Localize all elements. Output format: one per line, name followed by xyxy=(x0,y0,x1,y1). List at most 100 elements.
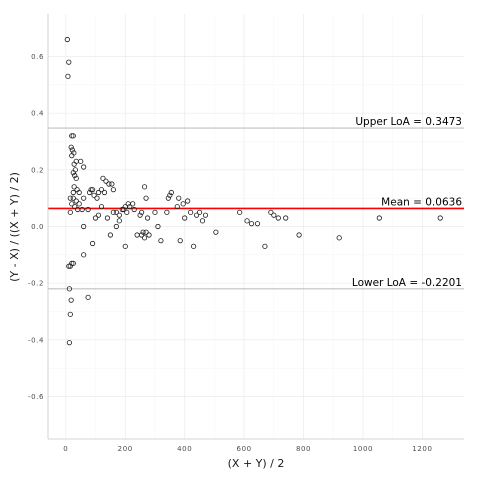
x-axis-ticks: 0 200 400 600 800 1000 1200 xyxy=(63,445,432,453)
data-point xyxy=(152,209,158,215)
x-tick-label: 200 xyxy=(118,445,133,453)
data-point xyxy=(75,206,81,213)
data-point xyxy=(109,181,115,187)
data-point xyxy=(141,184,148,190)
data-point xyxy=(137,212,143,218)
data-point xyxy=(81,223,87,230)
data-point xyxy=(188,209,194,215)
data-point xyxy=(131,206,137,213)
data-point xyxy=(65,73,71,79)
data-point xyxy=(68,144,74,150)
data-point xyxy=(88,187,94,193)
y-tick-label: 0.2 xyxy=(31,166,44,174)
data-point xyxy=(202,212,209,218)
data-point xyxy=(165,195,171,201)
data-point xyxy=(180,201,186,207)
data-point xyxy=(67,311,73,317)
data-point xyxy=(67,263,73,269)
data-point xyxy=(69,133,75,139)
data-point xyxy=(70,170,76,176)
data-point xyxy=(158,238,164,244)
data-point xyxy=(196,209,203,215)
data-point xyxy=(76,201,82,207)
data-point xyxy=(237,209,243,215)
data-point xyxy=(168,189,174,196)
y-tick-label: -0.6 xyxy=(28,393,44,401)
data-point xyxy=(254,221,261,227)
y-tick-label: -0.2 xyxy=(28,280,44,288)
data-point xyxy=(336,235,342,241)
data-point xyxy=(177,238,183,244)
data-point xyxy=(101,189,108,196)
data-point xyxy=(116,212,122,218)
data-point xyxy=(85,206,91,213)
data-point xyxy=(199,218,206,224)
data-point xyxy=(70,133,76,139)
data-points xyxy=(64,36,443,346)
data-point xyxy=(89,240,96,247)
data-point xyxy=(248,221,255,227)
data-point xyxy=(69,153,75,159)
data-point xyxy=(164,209,170,215)
data-point xyxy=(185,198,191,204)
reference-labels: Upper LoA = 0.3473 Mean = 0.0636 Lower LoA… xyxy=(352,116,462,289)
data-point xyxy=(81,195,87,201)
data-point xyxy=(66,59,72,65)
x-tick-label: 600 xyxy=(237,445,252,453)
data-point xyxy=(296,232,302,238)
data-point xyxy=(70,189,76,196)
data-point xyxy=(116,218,122,224)
gridlines xyxy=(48,14,464,439)
data-point xyxy=(71,161,77,167)
data-point xyxy=(271,212,277,218)
data-point xyxy=(92,215,99,221)
data-point xyxy=(81,252,87,258)
data-point xyxy=(72,172,78,179)
data-point xyxy=(134,232,140,238)
data-point xyxy=(176,195,182,201)
x-axis-title: (X + Y) / 2 xyxy=(228,457,285,470)
data-point xyxy=(244,218,250,224)
x-tick-label: 0 xyxy=(63,445,68,453)
data-point xyxy=(213,229,219,235)
y-tick-label: 0.6 xyxy=(31,53,44,61)
data-point xyxy=(73,175,79,181)
lower-label: Lower LoA = -0.2201 xyxy=(352,277,462,289)
data-point xyxy=(67,209,73,215)
data-point xyxy=(81,164,87,170)
x-tick-label: 1200 xyxy=(412,445,432,453)
reference-lines xyxy=(48,127,464,290)
data-point xyxy=(89,187,96,193)
data-point xyxy=(76,189,82,196)
data-point xyxy=(64,36,70,43)
y-axis-ticks: -0.6 -0.4 -0.2 0.0 0.2 0.4 0.6 xyxy=(28,53,44,401)
data-point xyxy=(78,158,84,164)
x-tick-label: 400 xyxy=(177,445,192,453)
data-point xyxy=(79,206,85,213)
data-point xyxy=(130,201,136,207)
data-point xyxy=(283,215,289,221)
data-point xyxy=(124,209,130,215)
upper-label: Upper LoA = 0.3473 xyxy=(355,116,462,128)
data-point xyxy=(94,195,100,201)
data-point xyxy=(376,215,382,221)
data-point xyxy=(144,215,151,221)
data-point xyxy=(437,215,443,221)
data-point xyxy=(104,215,111,221)
mean-label: Mean = 0.0636 xyxy=(381,196,462,208)
data-point xyxy=(85,294,91,300)
data-point xyxy=(182,215,188,221)
data-point xyxy=(139,209,145,215)
data-point xyxy=(103,178,109,184)
data-point xyxy=(275,215,281,221)
data-point xyxy=(155,223,161,230)
data-point xyxy=(110,209,116,215)
x-tick-label: 800 xyxy=(296,445,311,453)
data-point xyxy=(98,204,105,210)
data-point xyxy=(262,243,268,249)
y-tick-label: 0.0 xyxy=(31,223,44,231)
y-axis-title: (Y - X) / ((X + Y) / 2) xyxy=(8,172,21,282)
data-point xyxy=(174,204,180,210)
data-point xyxy=(66,340,72,346)
